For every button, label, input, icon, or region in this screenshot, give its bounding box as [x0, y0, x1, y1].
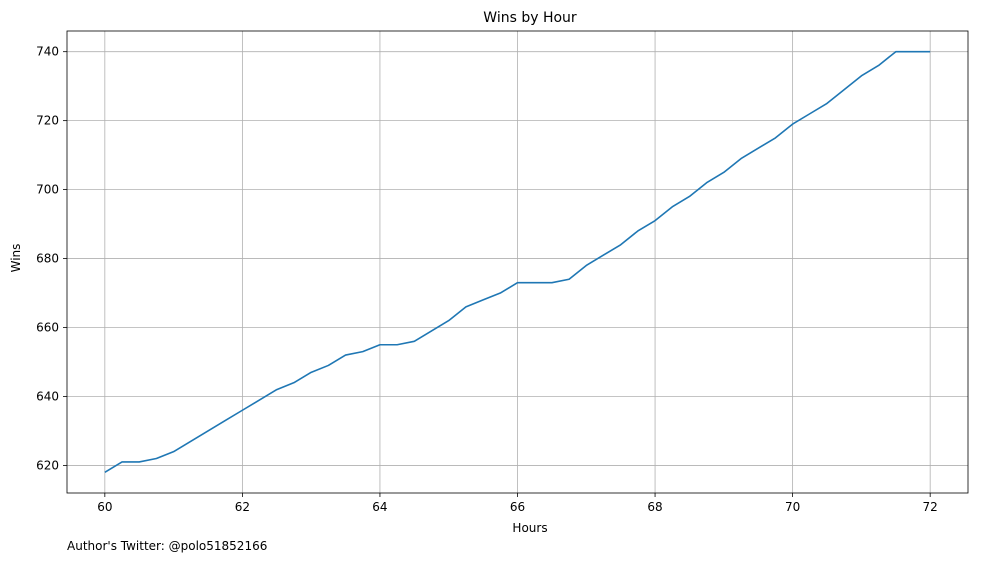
x-tick-label: 62	[235, 500, 250, 514]
y-axis-ticks: 620 640 660 680 700 720 740	[36, 45, 67, 472]
footnote: Author's Twitter: @polo51852166	[67, 539, 267, 553]
y-tick-label: 740	[36, 45, 59, 59]
x-axis-label: Hours	[512, 521, 547, 535]
y-axis-label: Wins	[9, 244, 23, 273]
x-tick-label: 70	[785, 500, 800, 514]
y-tick-label: 620	[36, 458, 59, 472]
x-tick-label: 60	[97, 500, 112, 514]
x-tick-label: 66	[510, 500, 525, 514]
series-layer	[104, 50, 931, 473]
series-line	[104, 50, 931, 473]
chart-title: Wins by Hour	[483, 10, 577, 26]
x-axis-ticks: 60 62 64 66 68 70 72	[97, 493, 938, 514]
x-tick-label: 64	[372, 500, 387, 514]
x-tick-label: 68	[647, 500, 662, 514]
y-tick-label: 680	[36, 252, 59, 266]
y-tick-label: 720	[36, 114, 59, 128]
y-tick-label: 700	[36, 183, 59, 197]
y-tick-label: 660	[36, 321, 59, 335]
grid	[67, 31, 968, 493]
y-tick-label: 640	[36, 389, 59, 403]
x-tick-label: 72	[923, 500, 938, 514]
